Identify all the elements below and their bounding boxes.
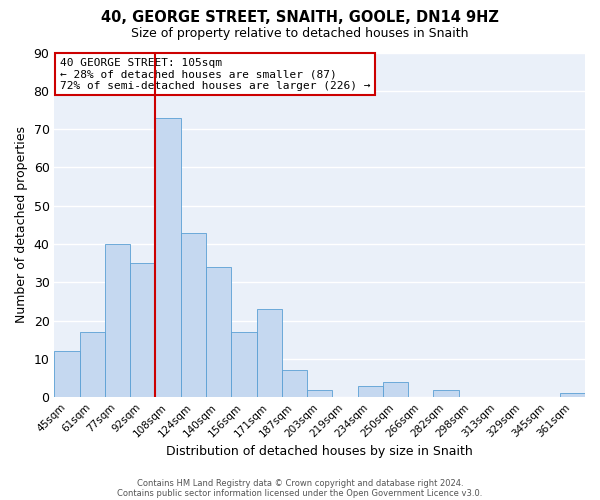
Bar <box>282 370 307 397</box>
Bar <box>155 118 181 397</box>
Bar <box>181 232 206 397</box>
Text: 40 GEORGE STREET: 105sqm
← 28% of detached houses are smaller (87)
72% of semi-d: 40 GEORGE STREET: 105sqm ← 28% of detach… <box>60 58 370 91</box>
X-axis label: Distribution of detached houses by size in Snaith: Distribution of detached houses by size … <box>166 444 473 458</box>
Bar <box>55 352 80 397</box>
Text: Contains public sector information licensed under the Open Government Licence v3: Contains public sector information licen… <box>118 488 482 498</box>
Text: Contains HM Land Registry data © Crown copyright and database right 2024.: Contains HM Land Registry data © Crown c… <box>137 478 463 488</box>
Y-axis label: Number of detached properties: Number of detached properties <box>15 126 28 324</box>
Text: Size of property relative to detached houses in Snaith: Size of property relative to detached ho… <box>131 28 469 40</box>
Bar <box>206 267 231 397</box>
Bar <box>358 386 383 397</box>
Bar <box>231 332 257 397</box>
Text: 40, GEORGE STREET, SNAITH, GOOLE, DN14 9HZ: 40, GEORGE STREET, SNAITH, GOOLE, DN14 9… <box>101 10 499 25</box>
Bar <box>105 244 130 397</box>
Bar <box>80 332 105 397</box>
Bar <box>433 390 458 397</box>
Bar <box>257 309 282 397</box>
Bar <box>307 390 332 397</box>
Bar <box>130 263 155 397</box>
Bar <box>383 382 408 397</box>
Bar <box>560 394 585 397</box>
